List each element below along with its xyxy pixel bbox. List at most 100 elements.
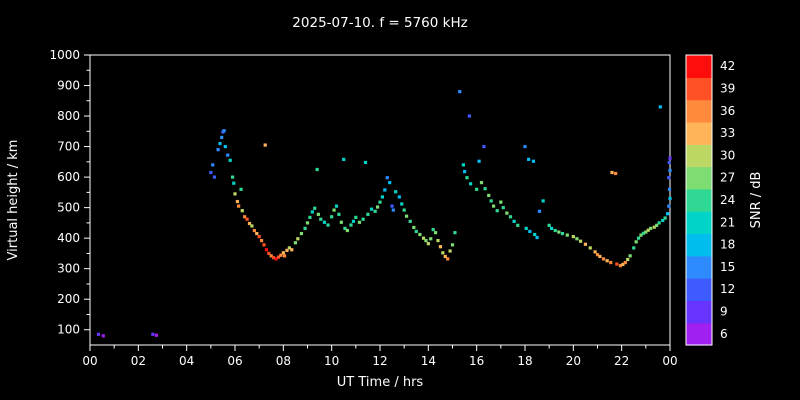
data-point: [475, 187, 479, 191]
axis-ticks-group: 00 02 04 06 08 10 12 14 16 18 20 22 00 100 200 300 400 50…: [49, 48, 677, 368]
data-point: [154, 333, 159, 337]
colorbar-tick-label: 18: [720, 238, 735, 252]
data-point: [222, 129, 226, 133]
data-point: [431, 228, 435, 232]
data-point: [541, 199, 545, 203]
x-tick-label: 02: [131, 354, 146, 368]
data-point: [588, 246, 592, 250]
y-tick-label: 100: [57, 323, 80, 337]
data-point: [243, 215, 247, 219]
data-point: [461, 163, 465, 167]
data-point: [512, 219, 516, 223]
data-point: [263, 143, 267, 147]
y-tick-label: 1000: [49, 48, 80, 62]
data-point: [391, 208, 395, 212]
data-point: [641, 231, 646, 235]
data-point: [501, 206, 505, 210]
data-point: [366, 212, 370, 216]
data-point: [375, 205, 380, 209]
scatter-points-group: [96, 90, 672, 338]
data-point: [467, 114, 472, 118]
y-tick-label: 400: [57, 231, 80, 245]
data-point: [276, 255, 281, 259]
data-point: [264, 248, 269, 252]
data-point: [667, 176, 671, 180]
data-point: [332, 208, 336, 212]
data-point: [636, 236, 641, 240]
data-point: [667, 204, 671, 208]
colorbar-segment: [686, 322, 712, 346]
data-point: [305, 221, 310, 225]
data-point: [667, 160, 671, 165]
data-point: [508, 215, 513, 219]
data-point: [402, 208, 406, 212]
colorbar-segment: [686, 211, 712, 235]
data-point: [516, 223, 520, 227]
data-point: [334, 204, 339, 208]
data-point: [446, 257, 450, 261]
data-point: [668, 156, 672, 160]
data-point: [491, 204, 496, 208]
data-point: [655, 223, 659, 227]
data-point: [316, 212, 320, 216]
data-point: [523, 144, 527, 149]
data-point: [426, 242, 430, 246]
data-point: [595, 253, 600, 257]
data-point: [533, 232, 537, 237]
data-point: [421, 236, 426, 240]
colorbar-tick-label: 6: [720, 327, 728, 341]
data-point: [313, 206, 317, 210]
data-point: [549, 226, 554, 230]
data-point: [487, 193, 491, 198]
colorbar-tick-label: 30: [720, 148, 735, 162]
y-tick-label: 600: [57, 170, 80, 184]
data-point: [408, 219, 412, 223]
data-point: [438, 245, 443, 249]
data-point: [279, 253, 283, 257]
data-point: [151, 332, 155, 336]
data-point: [267, 251, 271, 256]
data-point: [272, 256, 276, 260]
data-point: [610, 170, 614, 175]
data-point: [380, 195, 385, 199]
data-point: [462, 170, 467, 174]
data-point: [212, 175, 217, 179]
data-point: [343, 226, 347, 230]
data-point: [293, 241, 298, 245]
data-point: [429, 237, 433, 241]
data-point: [218, 141, 222, 146]
data-point: [255, 231, 259, 236]
data-point: [535, 235, 539, 240]
colorbar-tick-label: 39: [720, 81, 735, 95]
data-point: [609, 260, 613, 265]
x-tick-label: 12: [372, 354, 387, 368]
y-tick-label: 700: [57, 140, 80, 154]
data-point: [369, 207, 374, 211]
data-point: [571, 235, 575, 239]
data-point: [237, 204, 241, 208]
colorbar-segment: [686, 166, 712, 190]
colorbar-segment: [686, 233, 712, 257]
data-point: [524, 226, 528, 230]
data-point: [412, 225, 416, 230]
data-point: [578, 239, 583, 243]
x-tick-label: 06: [227, 354, 242, 368]
data-point: [354, 215, 358, 219]
colorbar-tick-label: 27: [720, 171, 735, 185]
x-axis-label: UT Time / hrs: [337, 375, 424, 390]
data-point: [220, 135, 224, 140]
data-point: [397, 195, 401, 199]
chart-title: 2025-07-10. f = 5760 kHz: [292, 15, 467, 31]
x-tick-label: 20: [566, 354, 581, 368]
data-point: [322, 220, 327, 224]
data-point: [308, 215, 312, 219]
data-point: [101, 334, 105, 338]
data-point: [443, 254, 447, 259]
data-point: [315, 167, 319, 172]
data-point: [605, 259, 609, 263]
data-point: [668, 168, 672, 172]
data-point: [583, 242, 588, 246]
data-point: [378, 200, 382, 204]
data-point: [259, 239, 264, 243]
data-point: [383, 188, 387, 192]
